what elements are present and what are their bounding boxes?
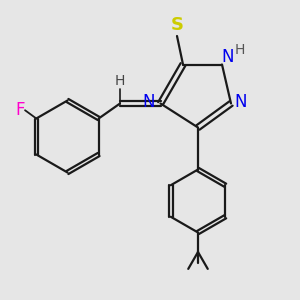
- Text: N: N: [143, 93, 155, 111]
- Text: H: H: [234, 43, 244, 57]
- Text: H: H: [115, 74, 125, 88]
- Text: S: S: [170, 16, 184, 34]
- Text: F: F: [15, 101, 24, 119]
- Text: N: N: [221, 48, 234, 66]
- Text: N: N: [234, 93, 247, 111]
